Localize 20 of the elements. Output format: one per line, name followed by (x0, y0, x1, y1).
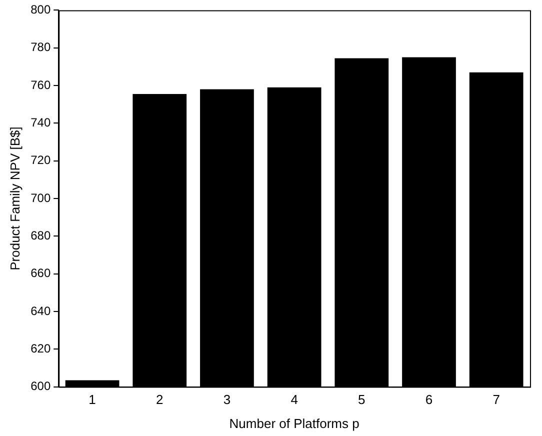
y-tick-label: 800 (30, 2, 51, 17)
y-tick-label: 700 (30, 190, 51, 205)
y-tick-label: 720 (30, 153, 51, 168)
x-tick-label: 6 (425, 392, 433, 408)
y-tick-label: 760 (30, 78, 51, 92)
x-tick-label: 3 (223, 392, 231, 408)
y-tick-label: 740 (30, 115, 51, 130)
y-tick-label: 660 (30, 266, 51, 280)
x-tick-label: 2 (156, 392, 164, 408)
x-tick-label: 4 (290, 392, 298, 408)
x-tick-label: 7 (492, 392, 500, 408)
x-tick-label: 1 (88, 392, 96, 408)
y-axis-title: Product Family NPV [B$] (7, 126, 22, 270)
y-tick-label: 640 (30, 304, 51, 318)
x-tick-label: 5 (358, 392, 366, 408)
y-tick-label: 620 (30, 341, 51, 356)
y-tick-label: 680 (30, 228, 51, 242)
y-tick-label: 600 (30, 379, 51, 394)
y-tick-label: 780 (30, 40, 51, 54)
x-axis-title: Number of Platforms p (229, 416, 360, 431)
